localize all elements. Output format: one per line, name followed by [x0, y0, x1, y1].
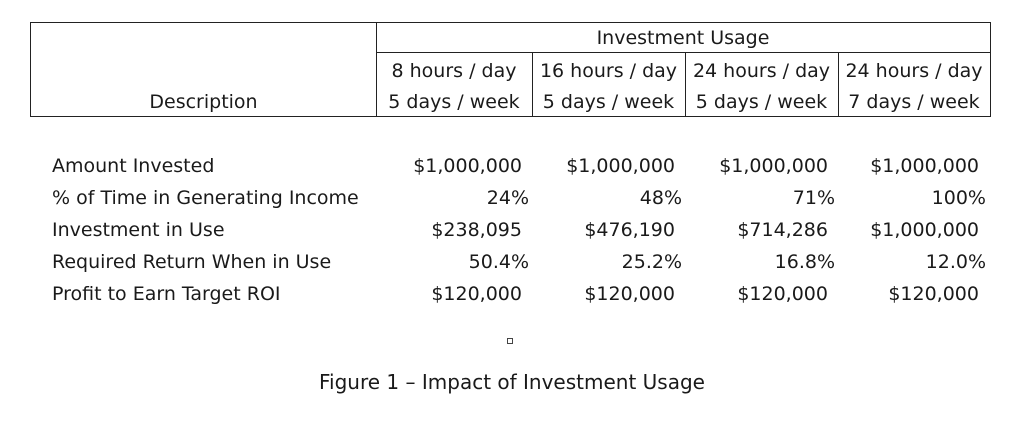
column-divider: [838, 53, 839, 116]
column-divider: [532, 53, 533, 116]
anchor-marker: [507, 338, 513, 344]
column-header-line1: 24 hours / day: [692, 60, 831, 82]
column-header-line1: 8 hours / day: [391, 60, 517, 82]
table-cell: $476,190: [584, 219, 675, 241]
table-cell: $120,000: [737, 283, 828, 305]
column-divider: [685, 53, 686, 116]
table-cell: 71%: [792, 187, 835, 209]
table-cell: $1,000,000: [870, 219, 979, 241]
group-header: Investment Usage: [596, 27, 770, 49]
table-cell: 50.4%: [468, 251, 529, 273]
table-cell: $120,000: [584, 283, 675, 305]
column-divider: [376, 23, 377, 116]
description-header: Description: [149, 91, 258, 113]
table-cell: 100%: [931, 187, 986, 209]
column-header-line2: 5 days / week: [388, 91, 520, 113]
row-label: Required Return When in Use: [52, 251, 332, 273]
table-cell: $120,000: [431, 283, 522, 305]
table-cell: $120,000: [888, 283, 979, 305]
column-header-line1: 16 hours / day: [539, 60, 678, 82]
table-cell: 16.8%: [774, 251, 835, 273]
row-label: Investment in Use: [52, 219, 225, 241]
table-cell: 48%: [639, 187, 682, 209]
table-cell: $714,286: [737, 219, 828, 241]
header-divider: [376, 52, 990, 53]
column-header-line1: 24 hours / day: [845, 60, 983, 82]
table-cell: 24%: [486, 187, 529, 209]
figure-caption: Figure 1 – Impact of Investment Usage: [319, 370, 705, 394]
table-cell: 12.0%: [925, 251, 986, 273]
table-header: Investment Usage Description 8 hours / d…: [30, 22, 991, 117]
table-cell: $1,000,000: [413, 155, 522, 177]
column-header-line2: 7 days / week: [848, 91, 980, 113]
column-header-line2: 5 days / week: [542, 91, 675, 113]
row-label: % of Time in Generating Income: [52, 187, 359, 209]
table-cell: $1,000,000: [566, 155, 675, 177]
table-cell: $1,000,000: [870, 155, 979, 177]
table-cell: 25.2%: [621, 251, 682, 273]
table-cell: $1,000,000: [719, 155, 828, 177]
column-header-line2: 5 days / week: [695, 91, 828, 113]
row-label: Profit to Earn Target ROI: [52, 283, 281, 305]
row-label: Amount Invested: [52, 155, 215, 177]
table-cell: $238,095: [431, 219, 522, 241]
